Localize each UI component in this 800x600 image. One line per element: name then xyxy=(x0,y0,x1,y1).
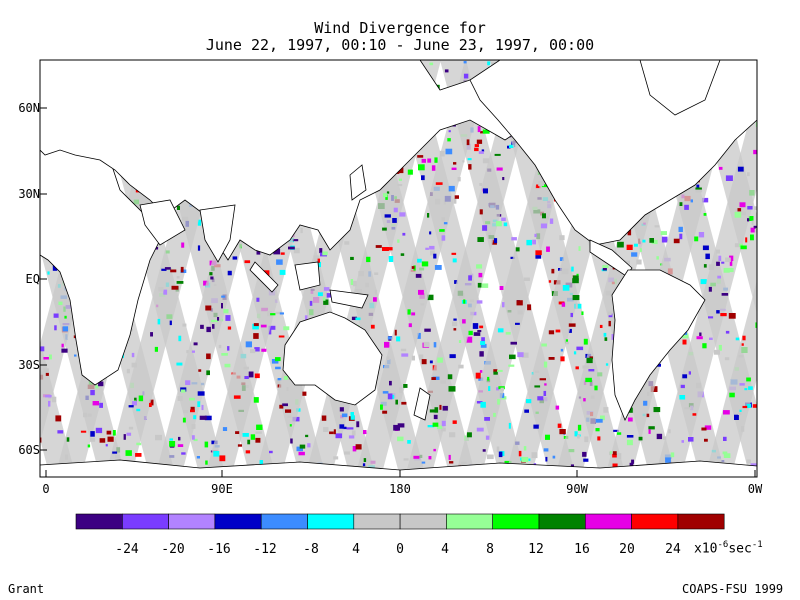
legend-label: 4 xyxy=(441,542,449,557)
legend-unit: x10-6sec-1 xyxy=(694,540,763,556)
legend-label: 16 xyxy=(574,542,590,557)
sumatra-land xyxy=(249,261,279,293)
legend-label: 24 xyxy=(665,542,681,557)
lat-label-30s: 30S xyxy=(18,358,40,372)
lat-label-30n: 30N xyxy=(18,187,40,201)
legend-label: 0 xyxy=(396,542,404,557)
legend-label: 20 xyxy=(619,542,635,557)
unit-mid: sec xyxy=(728,541,752,557)
lon-label-0w: 0W xyxy=(747,482,763,496)
legend-label: -12 xyxy=(253,542,277,557)
legend-label: -16 xyxy=(207,542,231,557)
title-line-2: June 22, 1997, 00:10 - June 23, 1997, 00… xyxy=(205,36,595,54)
lon-label-180: 180 xyxy=(389,482,411,496)
footer-author: Grant xyxy=(8,582,45,596)
arabia-land xyxy=(139,199,186,246)
title-line-1: Wind Divergence for xyxy=(314,19,486,37)
australia-land xyxy=(282,311,383,406)
legend-label: 8 xyxy=(486,542,494,557)
greenland-land xyxy=(639,60,721,116)
unit-exponent-1: -6 xyxy=(717,540,729,550)
india-land xyxy=(199,204,236,263)
antarctica-land xyxy=(40,459,757,477)
lat-label-60s: 60S xyxy=(18,443,40,457)
axis-ticks xyxy=(40,107,756,477)
legend-label: 12 xyxy=(528,542,544,557)
borneo-land xyxy=(294,261,321,291)
new-zealand-land xyxy=(413,387,431,421)
new-guinea-land xyxy=(329,289,369,309)
lon-label-0: 0 xyxy=(42,482,50,496)
lon-label-90e: 90E xyxy=(211,482,233,496)
map-frame xyxy=(39,59,758,478)
legend-label: -20 xyxy=(161,542,185,557)
lat-label-eq: EQ xyxy=(25,272,40,286)
unit-prefix: x10 xyxy=(694,541,718,557)
legend-label: -24 xyxy=(115,542,139,557)
unit-exponent-2: -1 xyxy=(751,540,763,550)
legend-label: -8 xyxy=(303,542,319,557)
lon-label-90w: 90W xyxy=(566,482,588,496)
japan-land xyxy=(349,164,367,201)
legend-label: 4 xyxy=(352,542,360,557)
footer-credit: COAPS-FSU 1999 xyxy=(682,582,784,596)
land-masses xyxy=(40,60,757,477)
south-america-land xyxy=(611,269,706,421)
lat-label-60n: 60N xyxy=(18,101,40,115)
